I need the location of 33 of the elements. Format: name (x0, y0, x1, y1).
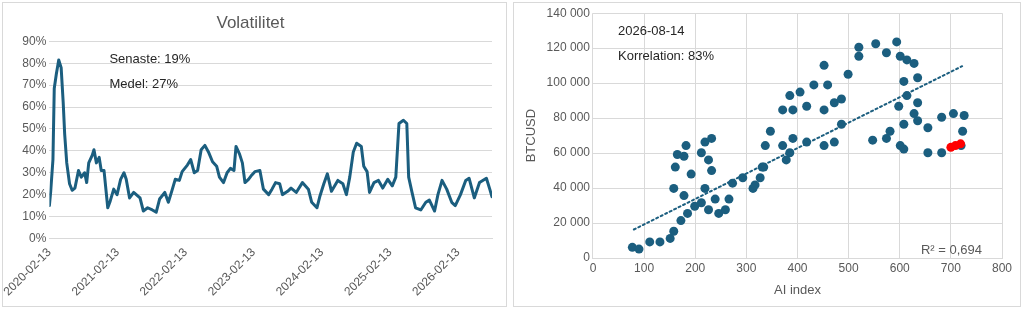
x-tick-label: 500 (838, 260, 859, 275)
x-tick-label: 700 (940, 260, 962, 275)
y-tick-label: 0% (29, 230, 47, 245)
x-axis-title: AI index (774, 281, 822, 297)
y-tick-label: 100 000 (546, 75, 591, 90)
chart-title: Volatilitet (216, 12, 285, 32)
annotation: Korrelation: 83% (617, 47, 715, 63)
y-tick-label: 30% (22, 165, 47, 180)
x-tick-label: 800 (991, 260, 1013, 275)
y-tick-label: 80% (22, 55, 47, 70)
annotation: Medel: 27% (109, 75, 179, 91)
y-tick-label: 50% (22, 121, 47, 136)
y-tick-label: 60% (22, 99, 47, 114)
annotation: Senaste: 19% (109, 50, 191, 66)
x-tick-label: 300 (736, 260, 757, 275)
x-tick-label: 600 (889, 260, 911, 275)
y-axis-title: BTCUSD (523, 108, 539, 163)
y-tick-label: 20% (22, 186, 47, 201)
x-tick-label: 200 (685, 260, 706, 275)
y-tick-label: 70% (22, 77, 47, 92)
annotation: 2026-08-14 (617, 22, 685, 38)
x-tick-label: 100 (634, 260, 655, 275)
y-tick-label: 120 000 (546, 40, 591, 55)
y-tick-label: 60 000 (553, 145, 591, 160)
y-tick-label: 40% (22, 143, 47, 158)
y-tick-label: 80 000 (553, 110, 591, 125)
y-tick-label: 90% (22, 33, 47, 48)
y-tick-label: 20 000 (553, 215, 591, 230)
y-tick-label: 10% (22, 208, 47, 223)
y-tick-label: 40 000 (553, 180, 591, 195)
y-tick-label: 140 000 (546, 5, 591, 20)
annotation: R² = 0,694 (920, 241, 982, 257)
x-tick-label: 400 (787, 260, 808, 275)
